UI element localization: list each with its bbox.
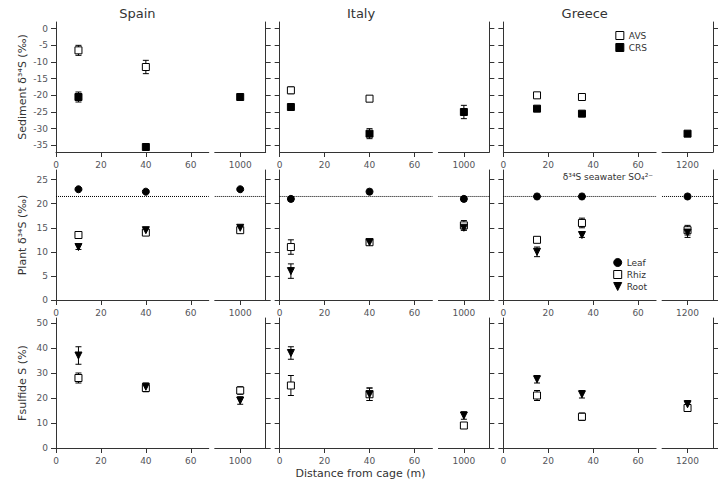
svg-text:60: 60 bbox=[185, 308, 197, 318]
svg-text:-5: -5 bbox=[39, 40, 48, 50]
svg-text:Fsulfide S (%): Fsulfide S (%) bbox=[16, 345, 29, 421]
svg-text:δ³⁴S seawater SO₄²⁻: δ³⁴S seawater SO₄²⁻ bbox=[563, 172, 654, 182]
svg-text:Root: Root bbox=[627, 282, 648, 292]
svg-text:40: 40 bbox=[364, 308, 376, 318]
svg-text:20: 20 bbox=[95, 160, 107, 170]
svg-text:60: 60 bbox=[185, 160, 197, 170]
svg-text:5: 5 bbox=[42, 271, 48, 281]
svg-text:-25: -25 bbox=[33, 107, 48, 117]
svg-text:10: 10 bbox=[37, 247, 49, 257]
svg-text:0: 0 bbox=[42, 443, 48, 453]
svg-text:1200: 1200 bbox=[676, 456, 699, 466]
svg-text:Leaf: Leaf bbox=[627, 258, 647, 268]
svg-text:1200: 1200 bbox=[676, 160, 699, 170]
svg-text:40: 40 bbox=[364, 160, 376, 170]
svg-text:60: 60 bbox=[409, 456, 421, 466]
svg-text:40: 40 bbox=[587, 308, 599, 318]
svg-text:1200: 1200 bbox=[676, 308, 699, 318]
svg-text:0: 0 bbox=[277, 308, 283, 318]
svg-text:Sediment δ³⁴S (‰): Sediment δ³⁴S (‰) bbox=[16, 34, 29, 139]
svg-text:25: 25 bbox=[37, 175, 48, 185]
svg-text:0: 0 bbox=[277, 456, 283, 466]
svg-text:60: 60 bbox=[632, 456, 644, 466]
svg-text:1000: 1000 bbox=[229, 160, 252, 170]
svg-text:0: 0 bbox=[42, 24, 48, 34]
svg-text:0: 0 bbox=[277, 160, 283, 170]
svg-text:60: 60 bbox=[409, 160, 421, 170]
svg-text:0: 0 bbox=[500, 308, 506, 318]
svg-text:-30: -30 bbox=[33, 124, 48, 134]
svg-text:30: 30 bbox=[37, 368, 49, 378]
svg-text:Rhiz: Rhiz bbox=[627, 270, 646, 280]
svg-text:Spain: Spain bbox=[119, 6, 155, 21]
svg-text:60: 60 bbox=[185, 456, 197, 466]
svg-text:20: 20 bbox=[543, 308, 555, 318]
svg-text:Greece: Greece bbox=[562, 6, 608, 21]
svg-text:0: 0 bbox=[42, 295, 48, 305]
svg-text:-35: -35 bbox=[33, 140, 48, 150]
svg-text:20: 20 bbox=[319, 456, 331, 466]
svg-text:0: 0 bbox=[53, 160, 59, 170]
svg-text:20: 20 bbox=[319, 160, 331, 170]
svg-text:40: 40 bbox=[140, 160, 152, 170]
svg-text:50: 50 bbox=[37, 318, 49, 328]
svg-text:40: 40 bbox=[140, 308, 152, 318]
svg-text:10: 10 bbox=[37, 418, 49, 428]
svg-text:0: 0 bbox=[53, 308, 59, 318]
svg-text:40: 40 bbox=[587, 456, 599, 466]
svg-text:20: 20 bbox=[319, 308, 331, 318]
svg-text:60: 60 bbox=[632, 308, 644, 318]
svg-text:0: 0 bbox=[53, 456, 59, 466]
svg-text:1000: 1000 bbox=[452, 308, 475, 318]
svg-text:AVS: AVS bbox=[629, 31, 647, 41]
svg-text:Plant δ³⁴S (‰): Plant δ³⁴S (‰) bbox=[16, 195, 29, 276]
svg-text:-10: -10 bbox=[33, 57, 48, 67]
svg-text:1000: 1000 bbox=[229, 456, 252, 466]
svg-text:20: 20 bbox=[37, 199, 49, 209]
svg-text:20: 20 bbox=[95, 456, 107, 466]
svg-text:-20: -20 bbox=[33, 90, 48, 100]
svg-text:20: 20 bbox=[95, 308, 107, 318]
svg-text:0: 0 bbox=[500, 456, 506, 466]
svg-text:60: 60 bbox=[632, 160, 644, 170]
svg-text:1000: 1000 bbox=[452, 456, 475, 466]
svg-text:40: 40 bbox=[587, 160, 599, 170]
svg-text:20: 20 bbox=[543, 456, 555, 466]
svg-text:60: 60 bbox=[409, 308, 421, 318]
svg-text:40: 40 bbox=[140, 456, 152, 466]
svg-text:Distance from cage (m): Distance from cage (m) bbox=[295, 467, 425, 480]
svg-text:-15: -15 bbox=[33, 74, 48, 84]
svg-text:CRS: CRS bbox=[629, 43, 648, 53]
svg-text:20: 20 bbox=[543, 160, 555, 170]
svg-text:1000: 1000 bbox=[452, 160, 475, 170]
svg-text:40: 40 bbox=[364, 456, 376, 466]
svg-text:40: 40 bbox=[37, 343, 49, 353]
svg-text:15: 15 bbox=[37, 223, 48, 233]
svg-text:0: 0 bbox=[500, 160, 506, 170]
svg-text:Italy: Italy bbox=[347, 6, 376, 21]
svg-text:1000: 1000 bbox=[229, 308, 252, 318]
svg-text:20: 20 bbox=[37, 393, 49, 403]
